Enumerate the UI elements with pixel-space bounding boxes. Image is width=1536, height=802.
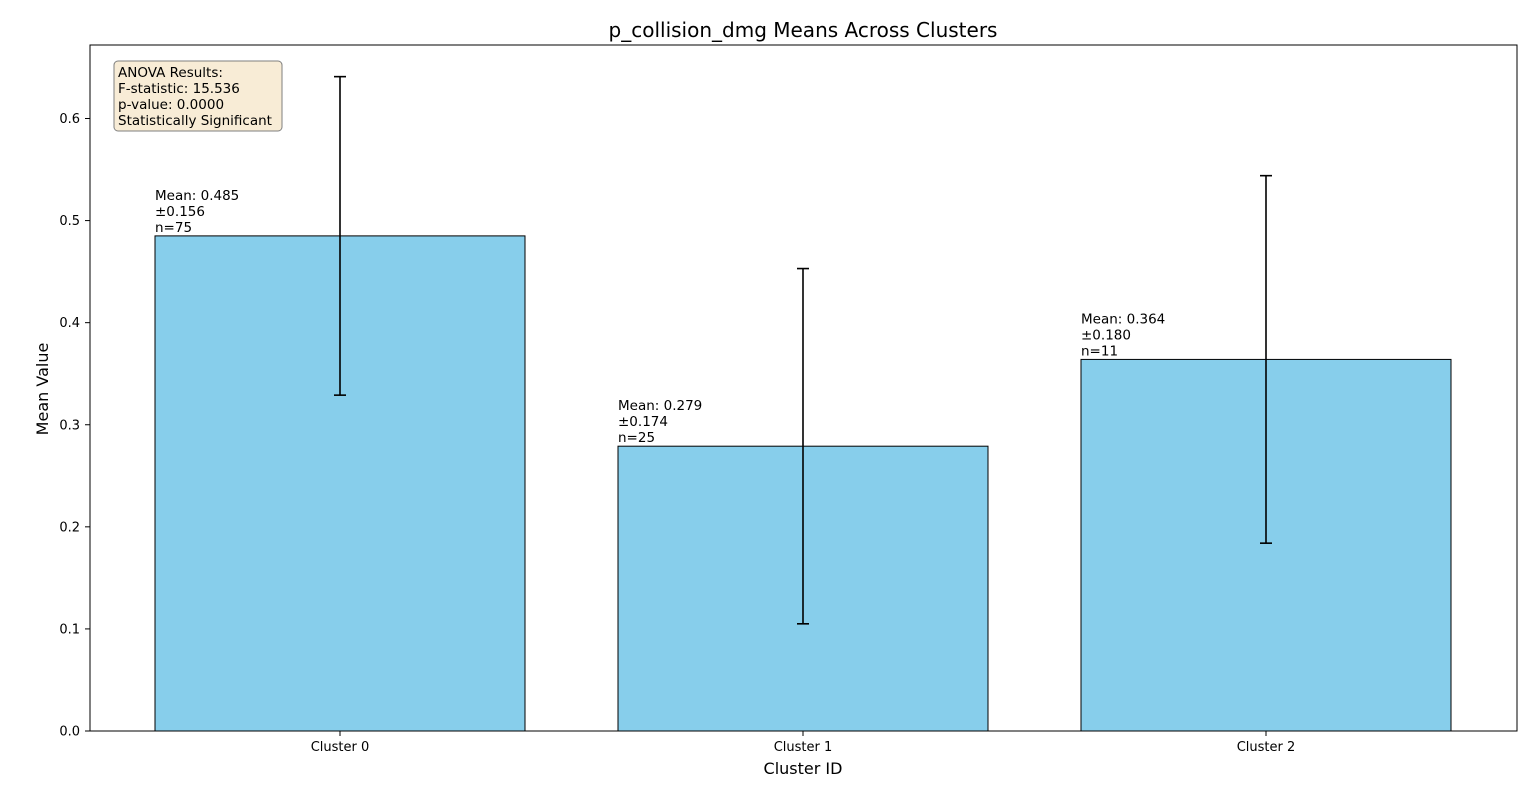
anova-line-3: Statistically Significant xyxy=(118,113,272,129)
chart-title: p_collision_dmg Means Across Clusters xyxy=(609,18,998,42)
anova-line-1: F-statistic: 15.536 xyxy=(118,81,240,97)
bar-label-0-0: Mean: 0.485 xyxy=(155,188,239,204)
bar-label-2-1: ±0.180 xyxy=(1081,327,1131,343)
bar-label-2-2: n=11 xyxy=(1081,343,1118,359)
bar-label-0-2: n=75 xyxy=(155,220,192,236)
anova-line-0: ANOVA Results: xyxy=(118,65,223,81)
y-tick-label-3: 0.3 xyxy=(59,418,80,433)
y-axis-label: Mean Value xyxy=(33,343,52,436)
bar-label-0-1: ±0.156 xyxy=(155,204,205,220)
bar-label-1-2: n=25 xyxy=(618,430,655,446)
y-tick-label-6: 0.6 xyxy=(59,112,80,127)
y-tick-label-4: 0.4 xyxy=(59,316,80,331)
x-tick-label-0: Cluster 0 xyxy=(311,740,370,755)
x-tick-label-2: Cluster 2 xyxy=(1237,740,1296,755)
y-tick-label-0: 0.0 xyxy=(59,725,80,740)
anova-box xyxy=(113,60,283,132)
bar-label-1-0: Mean: 0.279 xyxy=(618,398,702,414)
y-tick-label-5: 0.5 xyxy=(59,214,80,229)
error-bar-0 xyxy=(334,75,346,396)
y-tick-label-1: 0.1 xyxy=(59,622,80,637)
x-tick-label-1: Cluster 1 xyxy=(774,740,833,755)
bar-label-1-1: ±0.174 xyxy=(618,414,668,430)
x-axis-label: Cluster ID xyxy=(764,759,843,778)
y-tick-label-2: 0.2 xyxy=(59,520,80,535)
error-bar-2 xyxy=(1260,174,1272,544)
anova-annotation: ANOVA Results:F-statistic: 15.536p-value… xyxy=(113,60,283,132)
error-bar-1 xyxy=(797,267,809,625)
anova-line-2: p-value: 0.0000 xyxy=(118,97,224,113)
bar-label-2-0: Mean: 0.364 xyxy=(1081,311,1165,327)
